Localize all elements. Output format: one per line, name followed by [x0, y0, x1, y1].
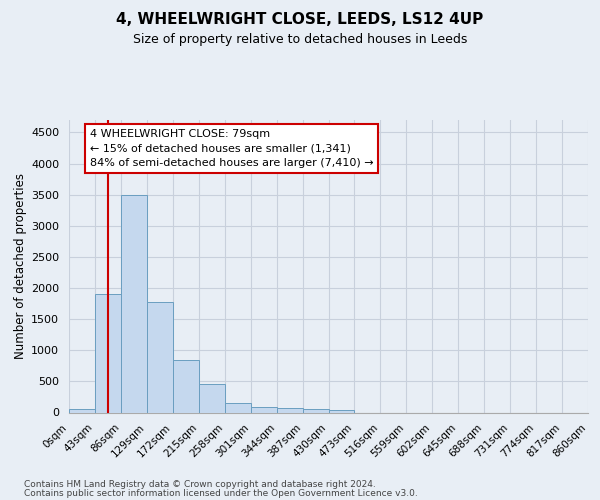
Bar: [95, 294, 121, 412]
Bar: [329, 410, 355, 412]
Bar: [251, 406, 277, 412]
Bar: [277, 408, 302, 412]
Bar: [69, 410, 95, 412]
Text: Contains public sector information licensed under the Open Government Licence v3: Contains public sector information licen…: [24, 489, 418, 498]
Text: 4 WHEELWRIGHT CLOSE: 79sqm
← 15% of detached houses are smaller (1,341)
84% of s: 4 WHEELWRIGHT CLOSE: 79sqm ← 15% of deta…: [90, 129, 373, 168]
Bar: [225, 402, 251, 412]
Bar: [199, 384, 224, 412]
Text: Size of property relative to detached houses in Leeds: Size of property relative to detached ho…: [133, 32, 467, 46]
Bar: [147, 302, 173, 412]
Bar: [302, 409, 329, 412]
Y-axis label: Number of detached properties: Number of detached properties: [14, 174, 27, 359]
Bar: [121, 194, 147, 412]
Text: Contains HM Land Registry data © Crown copyright and database right 2024.: Contains HM Land Registry data © Crown c…: [24, 480, 376, 489]
Text: 4, WHEELWRIGHT CLOSE, LEEDS, LS12 4UP: 4, WHEELWRIGHT CLOSE, LEEDS, LS12 4UP: [116, 12, 484, 28]
Bar: [173, 360, 199, 412]
